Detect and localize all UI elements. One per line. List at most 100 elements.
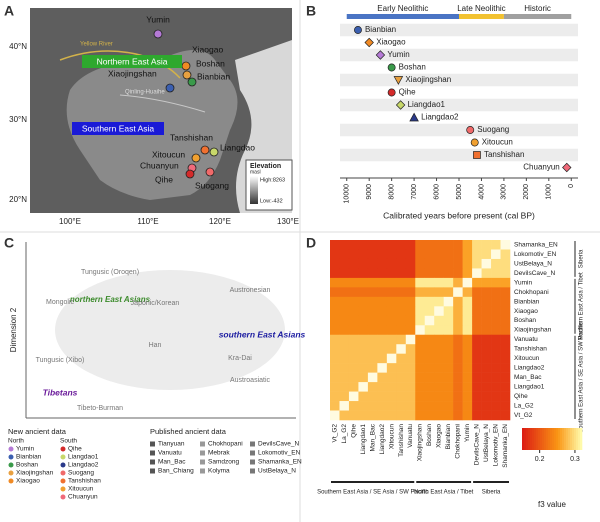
row-label: Xiaogao [514,308,538,315]
period-band [459,14,504,19]
heat-cell [330,287,340,298]
legend-entry: Bianbian [16,454,42,461]
heat-cell [339,249,350,260]
heat-cell [462,401,473,411]
site-marker [466,126,475,134]
heat-cell [453,382,463,392]
legend-marker [250,450,255,456]
colorbar-tick-label: 0.3 [570,456,580,463]
heat-cell [443,334,454,345]
heat-cell [396,277,407,288]
heat-cell [462,258,473,269]
heat-cell [367,287,378,298]
heat-cell [415,249,426,260]
heat-cell [377,391,388,402]
heat-cell [358,268,369,279]
heat-cell [481,240,492,250]
heat-cell [424,240,435,250]
period-band [503,14,572,19]
heat-cell [386,344,397,354]
elevation-ramp [250,176,258,204]
heat-cell [434,249,444,260]
heat-cell [434,344,444,354]
site-label: Liangdao [220,142,255,152]
legend-marker [250,459,255,465]
heat-cell [415,382,426,392]
heat-cell [500,353,511,364]
heat-cell [424,306,435,317]
heat-cell [348,249,359,260]
heat-cell [481,249,492,260]
heat-cell [434,315,444,326]
heat-cell [481,372,492,383]
heat-cell [424,287,435,298]
heat-cell [330,344,340,354]
row-label: Tanshishan [514,346,547,353]
legend-entry: Vanuatu [158,450,182,457]
heat-cell [424,268,435,279]
legend-entry: Mebrak [208,450,230,457]
site-marker [387,63,396,72]
colorbar-step [552,428,555,450]
heat-cell [348,401,359,411]
colorbar-step [538,428,541,450]
heat-cell [377,382,388,392]
pca-cloud [55,270,285,390]
y-axis-label: Dimension 2 [9,307,18,352]
legend-marker [150,468,155,474]
heat-cell [500,325,511,336]
x-axis-label: Calibrated years before present (cal BP) [383,210,535,220]
heat-cell [462,344,473,354]
heat-cell [339,363,350,373]
heat-cell [424,296,435,307]
heat-cell [330,363,340,373]
heat-cell [386,258,397,269]
group-label: Siberia [482,490,501,496]
lat-label: 30°N [9,115,27,124]
heat-cell [405,382,416,392]
heat-cell [415,277,426,288]
period-label: Early Neolithic [377,4,428,13]
heat-cell [339,401,350,411]
colorbar-step [530,428,533,450]
row-label: Vanuatu [514,336,538,343]
period-label: Historic [524,4,551,13]
heat-cell [472,410,482,421]
cluster-label: Tungusic (Oroqen) [81,269,139,276]
site-label: Qihe [399,88,416,97]
heat-cell [358,306,369,317]
site-label: Liangdao1 [408,100,446,109]
site-label: Xiaojingshan [405,75,451,84]
heat-cell [358,410,369,421]
legend-title: Elevation [250,163,281,170]
heat-cell [434,410,444,421]
heat-cell [386,363,397,373]
heat-cell [396,410,407,421]
site-label: Xitoucun [152,149,185,159]
period-label: Late Neolithic [457,4,505,13]
legend-entry: Ban_Chiang [158,468,194,475]
heat-cell [358,287,369,298]
row-label: Yumin [514,279,532,286]
heat-cell [481,391,492,402]
panel-letter: D [306,235,316,251]
colorbar-step [562,428,565,450]
heat-cell [453,277,463,288]
heat-cell [339,277,350,288]
heat-cell [386,306,397,317]
heat-cell [386,391,397,402]
heat-cell [367,296,378,307]
heat-cell [443,306,454,317]
col-label: Yumin [464,424,471,442]
x-tick-label: 10000 [344,184,351,204]
site-marker [387,88,396,97]
region-label: Northern East Asia [97,56,168,66]
group-label: North East Asia / Tibet [414,490,474,496]
legend-marker [150,450,155,456]
heat-cell [491,287,501,298]
colorbar-step [576,428,579,450]
heat-cell [443,325,454,336]
heat-cell [424,325,435,336]
heat-cell [462,240,473,250]
heat-cell [462,363,473,373]
